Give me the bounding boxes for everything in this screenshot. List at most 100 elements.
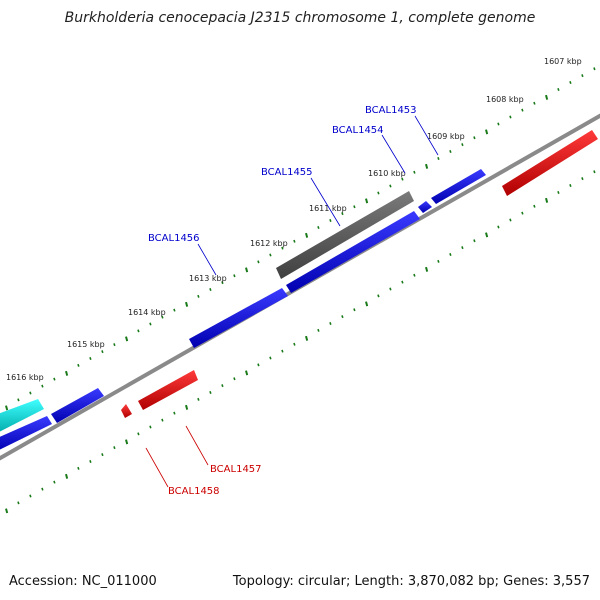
tick-lower <box>149 425 152 429</box>
tick-upper <box>281 246 284 250</box>
tick-upper <box>221 281 224 285</box>
cds-reverse-1 <box>502 130 598 196</box>
tick-lower <box>533 204 536 208</box>
tick-upper <box>401 177 404 181</box>
scale-label-1614: 1614 kbp <box>128 308 166 317</box>
tick-upper <box>389 184 392 188</box>
tick-upper <box>317 225 320 229</box>
label-leaders <box>145 115 439 488</box>
gene-label-bcal1456[interactable]: BCAL1456 <box>148 233 200 244</box>
tick-lower <box>377 294 380 298</box>
tick-lower <box>197 397 200 401</box>
tick-upper <box>533 101 536 105</box>
tick-upper <box>569 81 572 85</box>
accession-text: Accession: NC_011000 <box>9 574 157 589</box>
tick-upper <box>545 94 549 100</box>
tick-upper <box>89 357 92 361</box>
tick-upper <box>377 191 380 195</box>
tick-upper <box>245 267 249 273</box>
tick-upper <box>485 129 489 135</box>
gene-label-bcal1457[interactable]: BCAL1457 <box>210 464 262 475</box>
tick-lower <box>341 315 344 319</box>
scale-label-1613: 1613 kbp <box>189 274 227 283</box>
tick-lower <box>305 335 309 341</box>
cyan-feature <box>0 399 44 432</box>
tick-upper <box>293 239 296 243</box>
scale-label-1607: 1607 kbp <box>544 57 582 66</box>
tick-lower <box>485 232 489 238</box>
tick-upper <box>137 329 140 333</box>
tick-upper <box>461 143 464 147</box>
tick-lower <box>557 190 560 194</box>
tick-lower <box>425 266 429 272</box>
tick-upper <box>113 343 116 347</box>
tick-upper <box>125 336 129 342</box>
tick-upper <box>41 384 44 388</box>
tick-lower <box>293 342 296 346</box>
tick-lower <box>473 239 476 243</box>
scale-labels: 1607 kbp 1608 kbp 1609 kbp 1610 kbp 1611… <box>6 57 582 382</box>
gray-feature <box>276 191 414 279</box>
tick-lower <box>137 432 140 436</box>
tick-upper <box>305 232 309 238</box>
tick-lower <box>221 384 224 388</box>
tick-upper <box>473 136 476 140</box>
scale-label-1610: 1610 kbp <box>368 169 406 178</box>
scale-label-1612: 1612 kbp <box>250 239 288 248</box>
tick-upper <box>329 219 332 223</box>
cds-forward-1 <box>431 169 486 204</box>
tick-lower <box>17 501 20 505</box>
gene-label-bcal1454[interactable]: BCAL1454 <box>332 125 384 136</box>
tick-lower <box>545 197 549 203</box>
tick-upper <box>593 67 596 71</box>
scale-ticks <box>5 67 596 514</box>
tick-lower <box>209 391 212 395</box>
tick-lower <box>581 177 584 181</box>
cds-forward-3 <box>286 211 420 293</box>
tick-lower <box>413 273 416 277</box>
tick-upper <box>581 74 584 78</box>
tick-lower <box>161 418 164 422</box>
tick-upper <box>77 363 80 367</box>
feature-track <box>0 130 598 450</box>
tick-upper <box>17 398 20 402</box>
tick-upper <box>101 350 104 354</box>
tick-upper <box>425 163 429 169</box>
tick-lower <box>233 377 236 381</box>
tick-lower <box>329 322 332 326</box>
scale-label-1616: 1616 kbp <box>6 373 44 382</box>
tick-upper <box>413 170 416 174</box>
gene-label-bcal1455[interactable]: BCAL1455 <box>261 167 313 178</box>
tick-upper <box>365 198 369 204</box>
tick-upper <box>449 150 452 154</box>
tick-lower <box>521 211 524 215</box>
tick-lower <box>113 446 116 450</box>
gene-labels: BCAL1453 BCAL1454 BCAL1455 BCAL1456 BCAL… <box>148 105 417 497</box>
tick-upper <box>557 87 560 91</box>
tick-upper <box>29 391 32 395</box>
tick-upper <box>149 322 152 326</box>
gene-label-bcal1453[interactable]: BCAL1453 <box>365 105 417 116</box>
tick-upper <box>341 212 344 216</box>
tick-lower <box>173 411 176 415</box>
tick-lower <box>401 280 404 284</box>
tick-lower <box>41 487 44 491</box>
tick-upper <box>353 205 356 209</box>
tick-upper <box>197 294 200 298</box>
cds-forward-2 <box>418 201 432 213</box>
tick-lower <box>449 253 452 257</box>
scale-label-1615: 1615 kbp <box>67 340 105 349</box>
tick-upper <box>53 377 56 381</box>
tick-lower <box>89 460 92 464</box>
tick-upper <box>437 156 440 160</box>
tick-lower <box>29 494 32 498</box>
tick-lower <box>281 349 284 353</box>
tick-lower <box>437 259 440 263</box>
tick-upper <box>5 405 9 411</box>
tick-lower <box>509 218 512 222</box>
scale-label-1608: 1608 kbp <box>486 95 524 104</box>
tick-lower <box>365 301 369 307</box>
scale-label-1609: 1609 kbp <box>427 132 465 141</box>
tick-lower <box>245 370 249 376</box>
gene-label-bcal1458[interactable]: BCAL1458 <box>168 486 220 497</box>
